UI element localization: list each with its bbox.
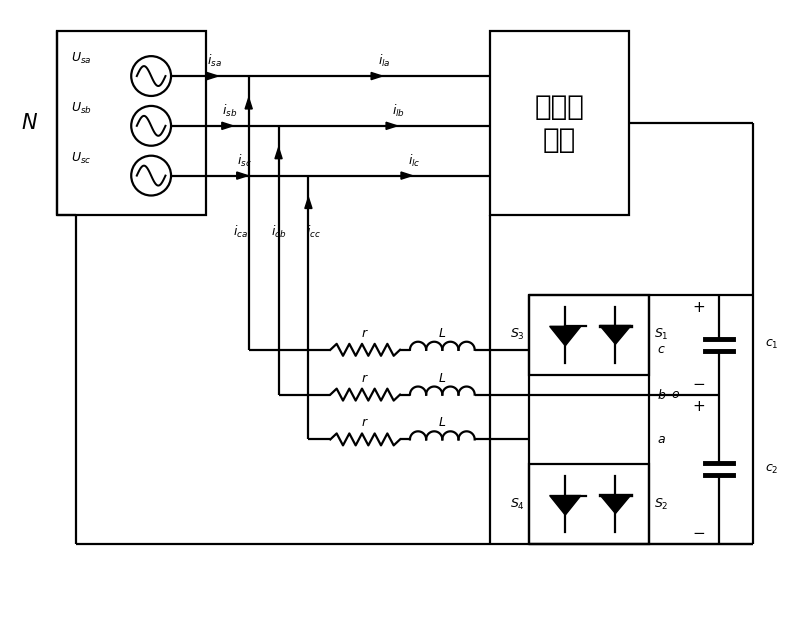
Polygon shape xyxy=(305,197,312,209)
Polygon shape xyxy=(600,495,631,514)
Text: $U_{sb}$: $U_{sb}$ xyxy=(72,101,93,116)
Text: $-$: $-$ xyxy=(692,375,705,390)
Text: $U_{sa}$: $U_{sa}$ xyxy=(72,51,92,66)
Text: $i_{sb}$: $i_{sb}$ xyxy=(222,103,237,119)
Polygon shape xyxy=(237,172,248,179)
Polygon shape xyxy=(371,72,382,80)
Bar xyxy=(489,31,629,215)
Text: $i_{la}$: $i_{la}$ xyxy=(378,53,390,69)
Polygon shape xyxy=(550,326,581,346)
Text: $S_4$: $S_4$ xyxy=(510,496,524,512)
Polygon shape xyxy=(245,98,252,109)
Polygon shape xyxy=(222,122,233,129)
Text: $r$: $r$ xyxy=(361,371,369,384)
Text: $c_1$: $c_1$ xyxy=(766,339,779,352)
Polygon shape xyxy=(386,122,397,129)
Text: $i_{lb}$: $i_{lb}$ xyxy=(393,103,406,119)
Text: $L$: $L$ xyxy=(438,371,447,384)
Text: $a$: $a$ xyxy=(657,433,666,446)
Text: $+$: $+$ xyxy=(692,300,705,314)
Text: $o$: $o$ xyxy=(671,388,680,401)
Text: $b$: $b$ xyxy=(657,387,667,402)
Text: $S_1$: $S_1$ xyxy=(654,327,668,342)
Bar xyxy=(530,464,649,544)
Text: $i_{cb}$: $i_{cb}$ xyxy=(270,224,287,240)
Polygon shape xyxy=(207,72,218,80)
Polygon shape xyxy=(401,172,412,179)
Text: $i_{cc}$: $i_{cc}$ xyxy=(306,224,321,240)
Text: $S_3$: $S_3$ xyxy=(510,327,524,342)
Text: $N$: $N$ xyxy=(21,113,38,133)
Text: $i_{lc}$: $i_{lc}$ xyxy=(407,152,420,168)
Text: $r$: $r$ xyxy=(361,327,369,340)
Text: $+$: $+$ xyxy=(692,399,705,414)
Bar xyxy=(530,295,649,374)
Text: $i_{sc}$: $i_{sc}$ xyxy=(237,152,252,168)
Polygon shape xyxy=(275,147,282,158)
Text: $i_{ca}$: $i_{ca}$ xyxy=(233,224,248,240)
Text: $L$: $L$ xyxy=(438,327,447,340)
Text: 非线性
负荷: 非线性 负荷 xyxy=(535,93,584,154)
Polygon shape xyxy=(600,326,631,344)
Text: $c_2$: $c_2$ xyxy=(766,463,779,476)
Text: $r$: $r$ xyxy=(361,417,369,430)
Text: $S_2$: $S_2$ xyxy=(654,496,668,512)
Text: $L$: $L$ xyxy=(438,417,447,430)
Polygon shape xyxy=(550,496,581,515)
Text: $-$: $-$ xyxy=(692,524,705,540)
Text: $U_{sc}$: $U_{sc}$ xyxy=(72,150,92,166)
Text: $i_{sa}$: $i_{sa}$ xyxy=(208,53,222,69)
Bar xyxy=(56,31,206,215)
Text: $c$: $c$ xyxy=(657,344,666,357)
